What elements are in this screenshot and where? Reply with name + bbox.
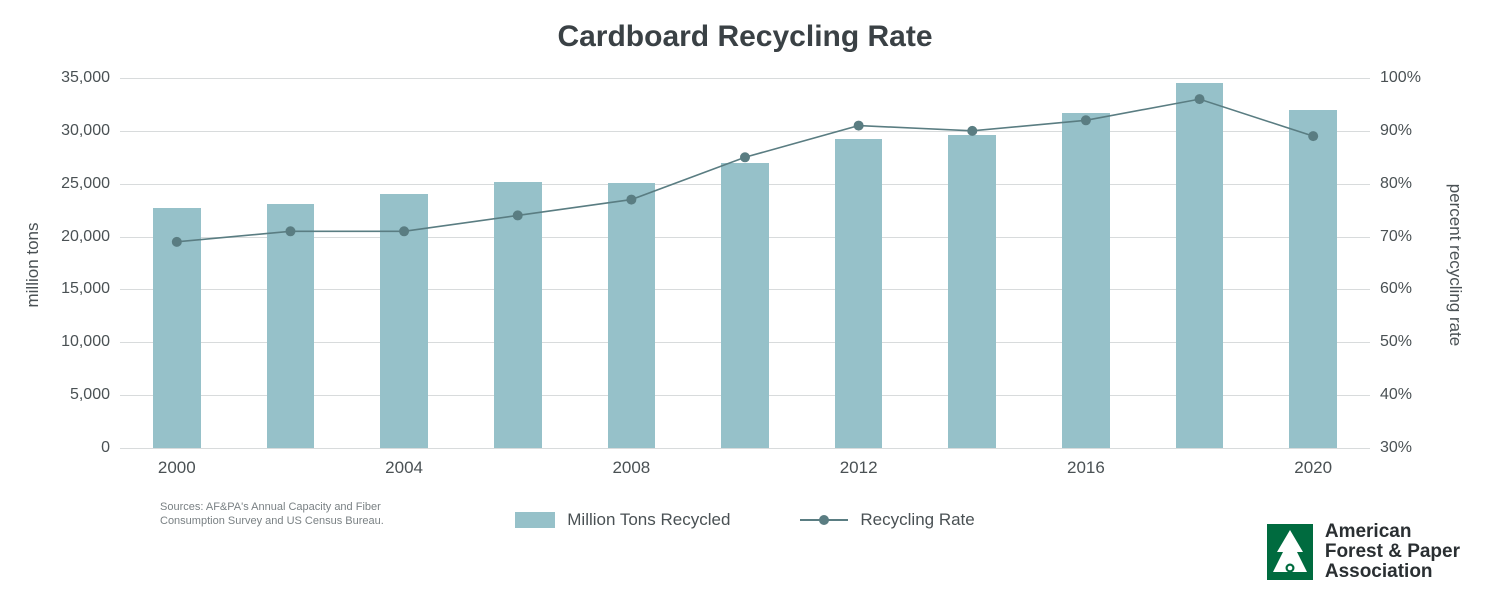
y-left-tick: 15,000 [50, 280, 110, 298]
legend-swatch-bar [515, 512, 555, 528]
x-tick: 2008 [591, 458, 671, 478]
grid-line [120, 448, 1370, 449]
brand-logo-icon [1267, 524, 1313, 580]
legend-item-line: Recycling Rate [800, 510, 974, 530]
x-tick: 2000 [137, 458, 217, 478]
line-marker [854, 121, 864, 131]
line-series-layer [120, 78, 1370, 448]
y-left-tick: 10,000 [50, 333, 110, 351]
y-left-tick: 5,000 [50, 386, 110, 404]
line-marker [285, 226, 295, 236]
chart-container: Cardboard Recycling Rate million tons pe… [0, 0, 1490, 600]
y-left-tick: 0 [50, 439, 110, 457]
y-right-tick: 30% [1380, 439, 1440, 457]
line-series [177, 99, 1313, 242]
line-marker [513, 210, 523, 220]
y-right-tick: 100% [1380, 69, 1440, 87]
y-right-tick: 60% [1380, 280, 1440, 298]
brand-line-3: Association [1325, 562, 1460, 582]
line-marker [740, 152, 750, 162]
legend-label-bars: Million Tons Recycled [567, 510, 730, 530]
y-right-tick: 70% [1380, 228, 1440, 246]
chart-title: Cardboard Recycling Rate [0, 20, 1490, 54]
x-tick: 2004 [364, 458, 444, 478]
y-left-tick: 25,000 [50, 175, 110, 193]
y-right-tick: 90% [1380, 122, 1440, 140]
line-marker [626, 195, 636, 205]
brand-footer: American Forest & Paper Association [1267, 522, 1460, 582]
legend-swatch-line [800, 512, 848, 528]
brand-line-2: Forest & Paper [1325, 542, 1460, 562]
brand-line-1: American [1325, 522, 1460, 542]
plot-area [120, 78, 1370, 448]
line-marker [1195, 94, 1205, 104]
y-left-tick: 20,000 [50, 228, 110, 246]
y-left-axis-title: million tons [23, 222, 43, 307]
y-right-tick: 50% [1380, 333, 1440, 351]
x-tick: 2016 [1046, 458, 1126, 478]
line-marker [172, 237, 182, 247]
y-left-tick: 35,000 [50, 69, 110, 87]
x-tick: 2012 [819, 458, 899, 478]
legend-label-line: Recycling Rate [860, 510, 974, 530]
line-marker [1308, 131, 1318, 141]
line-marker [399, 226, 409, 236]
y-left-tick: 30,000 [50, 122, 110, 140]
x-tick: 2020 [1273, 458, 1353, 478]
y-right-tick: 80% [1380, 175, 1440, 193]
legend-item-bars: Million Tons Recycled [515, 510, 730, 530]
y-right-tick: 40% [1380, 386, 1440, 404]
y-right-axis-title: percent recycling rate [1445, 184, 1465, 347]
brand-text: American Forest & Paper Association [1325, 522, 1460, 582]
line-marker [1081, 115, 1091, 125]
line-marker [967, 126, 977, 136]
